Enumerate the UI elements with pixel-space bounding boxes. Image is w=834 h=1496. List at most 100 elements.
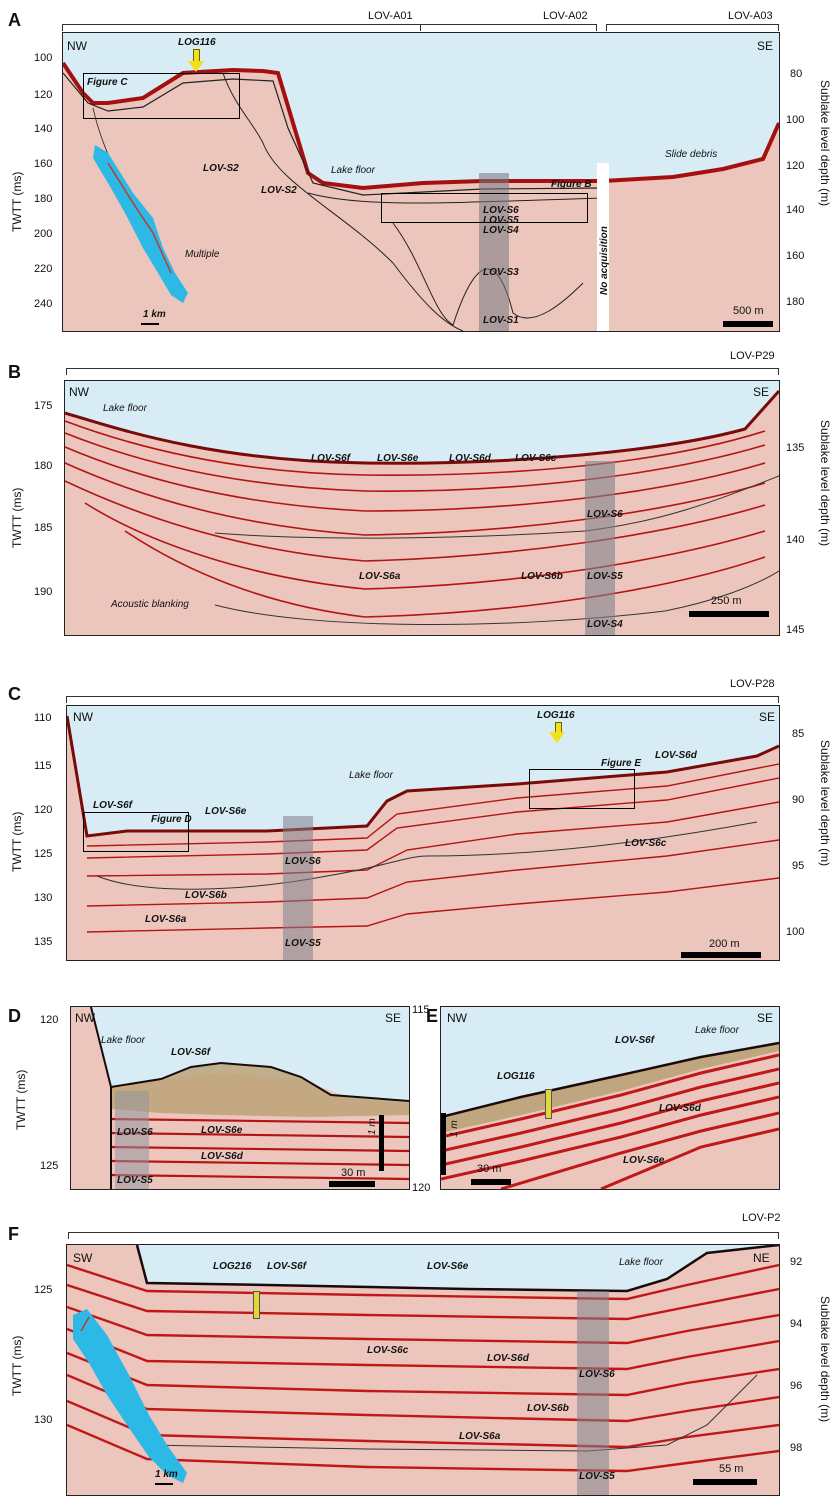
seismic-section-c [67, 715, 779, 960]
unit-s5-label: LOV-S5 [579, 1471, 615, 1482]
y2-tick: 80 [790, 68, 803, 80]
y-tick: 200 [34, 228, 53, 240]
y-tick: 115 [34, 760, 52, 772]
y-tick: 110 [34, 712, 52, 724]
y2-tick: 180 [786, 296, 805, 308]
y-tick: 140 [34, 123, 53, 135]
y-tick: 130 [34, 892, 53, 904]
scale-bar [693, 1479, 757, 1485]
y-axis-title: TWTT (ms) [10, 1335, 24, 1396]
unit-s6c-label: LOV-S6c [367, 1345, 409, 1356]
direction-se: SE [385, 1011, 402, 1025]
unit-s6b-label: LOV-S6b [527, 1403, 569, 1414]
y-axis-title: TWTT (ms) [14, 1069, 28, 1130]
y-axis-title: TWTT (ms) [10, 811, 24, 872]
multiple-label: Multiple [185, 249, 220, 260]
seismic-profile-c: NW SE LOG116 LOV-S6f Figure D LOV-S6e La… [66, 705, 780, 961]
seismic-profile-b: NW SE Lake floor LOV-S6f LOV-S6e LOV-S6d… [64, 380, 780, 636]
y-axis-title: TWTT (ms) [10, 487, 24, 548]
log-label: LOG216 [213, 1261, 252, 1272]
unit-s5-label: LOV-S5 [483, 215, 519, 226]
line-bracket-tick [62, 24, 63, 31]
figure-b-box [381, 193, 588, 223]
y-tick: 220 [34, 263, 53, 275]
panel-letter: F [8, 1224, 19, 1244]
line-label-a01: LOV-A01 [368, 10, 413, 22]
y2-tick: 92 [790, 1256, 803, 1268]
y-tick: 160 [34, 158, 53, 170]
line-bracket-tick [596, 24, 597, 31]
y2-tick: 135 [786, 442, 805, 454]
y-tick: 120 [34, 804, 53, 816]
unit-s6a-label: LOV-S6a [359, 571, 401, 582]
unit-s6f-label: LOV-S6f [93, 800, 133, 811]
line-bracket-tick [66, 696, 67, 703]
y-tick: 120 [34, 89, 53, 101]
panel-b: B LOV-P29 NW SE Lake floor LOV-S6f LOV [0, 340, 834, 670]
direction-nw: NW [73, 710, 93, 724]
seismic-section-d [71, 1007, 409, 1189]
unit-s6c-label: LOV-S6c [625, 838, 667, 849]
figure-c-box [83, 73, 240, 119]
y-tick: 180 [34, 460, 53, 472]
scale-label: 500 m [733, 305, 764, 317]
y2-tick: 145 [786, 624, 805, 636]
y-tick: 135 [34, 936, 53, 948]
direction-se: SE [753, 385, 770, 399]
seismic-profile-e: NW SE Lake floor LOV-S6f LOG116 LOV-S6d … [440, 1006, 780, 1190]
unit-s5-label: LOV-S5 [587, 571, 623, 582]
acoustic-blanking-label: Acoustic blanking [111, 599, 189, 610]
unit-s4-label: LOV-S4 [483, 225, 519, 236]
unit-s6-label: LOV-S6 [117, 1127, 153, 1138]
lake-floor-label: Lake floor [349, 770, 393, 781]
scale-bar [471, 1179, 511, 1185]
line-label-p29: LOV-P29 [730, 350, 775, 362]
log-arrow-icon [188, 61, 204, 72]
y2-axis-title: Sublake level depth (m) [818, 740, 832, 867]
line-bracket-tick [778, 1232, 779, 1239]
line-bracket [66, 368, 778, 369]
line-bracket-tick [66, 368, 67, 375]
figure-e-box [529, 769, 635, 809]
scale-bar [681, 952, 761, 958]
unit-s6-label: LOV-S6 [587, 509, 623, 520]
log-label: LOG116 [537, 710, 575, 721]
log-label: LOG116 [497, 1071, 535, 1082]
unit-s6e-label: LOV-S6e [377, 453, 419, 464]
unit-s6-label: LOV-S6 [285, 856, 321, 867]
y2-axis-title: Sublake level depth (m) [818, 420, 832, 547]
y2-tick: 160 [786, 250, 805, 262]
seismic-section-b [65, 389, 779, 635]
unit-s3-label: LOV-S3 [483, 267, 519, 278]
seismic-section-e [441, 1041, 779, 1189]
line-bracket [62, 24, 596, 25]
y2-axis-title: Sublake level depth (m) [818, 80, 832, 207]
unit-s1-label: LOV-S1 [483, 315, 519, 326]
lake-floor-label: Lake floor [331, 165, 375, 176]
line-bracket-tick [68, 1232, 69, 1239]
y-tick: 125 [40, 1160, 59, 1172]
unit-s6d-label: LOV-S6d [201, 1151, 243, 1162]
y2-tick: 96 [790, 1380, 803, 1392]
one-metre-label: 1 m [449, 1120, 460, 1137]
panel-e: E NW SE Lake floor LOV-S6f LOG116 LOV-S6… [412, 1000, 834, 1200]
y-tick: 125 [34, 848, 53, 860]
unit-s6d-label: LOV-S6d [655, 750, 697, 761]
unit-s4-label: LOV-S4 [587, 619, 623, 630]
figure-b-label: Figure B [551, 179, 592, 190]
line-bracket-tick [778, 696, 779, 703]
scale-bar [329, 1181, 375, 1187]
core-marker [253, 1291, 260, 1319]
y2-tick: 94 [790, 1318, 803, 1330]
y-tick: 120 [412, 1182, 431, 1194]
line-label-p2: LOV-P2 [742, 1212, 781, 1224]
line-bracket [606, 24, 778, 25]
figure-d-label: Figure D [151, 814, 192, 825]
y-tick: 180 [34, 193, 53, 205]
unit-s6e-label: LOV-S6e [201, 1125, 243, 1136]
panel-letter: A [8, 10, 21, 30]
direction-ne: NE [753, 1251, 770, 1265]
seismic-section-a [63, 61, 779, 331]
direction-nw: NW [75, 1011, 95, 1025]
slide-debris-label: Slide debris [665, 149, 718, 160]
